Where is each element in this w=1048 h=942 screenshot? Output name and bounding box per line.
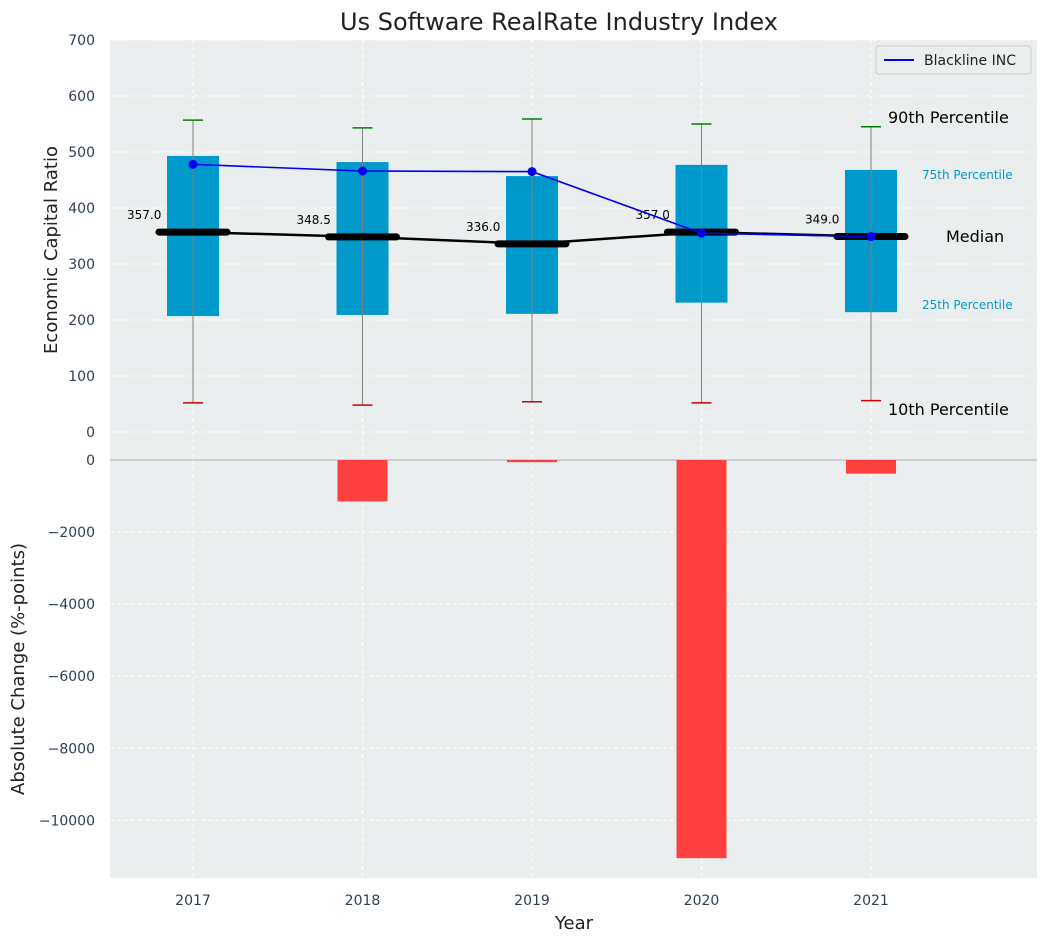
x-axis-label: Year — [554, 913, 594, 934]
change-bar-2018 — [337, 460, 388, 502]
bottom-y-tick-label: −6000 — [48, 669, 95, 685]
top-y-tick-label: 500 — [68, 145, 95, 161]
median-label-2018: 348.5 — [297, 213, 331, 227]
top-y-tick-label: 100 — [68, 369, 95, 385]
annotation-p10: 10th Percentile — [888, 400, 1009, 419]
annotation-p75: 75th Percentile — [922, 168, 1013, 182]
median-label-2019: 336.0 — [466, 220, 500, 234]
chart-title: Us Software RealRate Industry Index — [340, 8, 778, 36]
x-ticks: 2017 2018 2019 2020 2021 — [175, 893, 889, 909]
bottom-grid — [110, 460, 1037, 878]
top-plot-area — [110, 40, 1037, 460]
top-y-tick-label: 600 — [68, 89, 95, 105]
x-tick-label-2019: 2019 — [514, 893, 550, 909]
x-tick-label-2017: 2017 — [175, 893, 211, 909]
company-line-layer — [188, 159, 876, 242]
company-point-2019 — [527, 167, 537, 177]
top-y-tick-label: 200 — [68, 313, 95, 329]
percentile-annotations: 90th Percentile 75th Percentile Median 2… — [888, 108, 1013, 419]
top-y-axis-label: Economic Capital Ratio — [41, 146, 62, 354]
top-y-ticks: 0 100 200 300 400 500 600 700 — [68, 33, 95, 441]
company-point-2020 — [697, 228, 706, 238]
top-y-tick-label: 0 — [86, 425, 95, 441]
change-bar-2020 — [676, 460, 727, 859]
bottom-y-tick-label: 0 — [86, 453, 95, 469]
change-bars — [337, 460, 896, 859]
company-point-2021 — [866, 232, 876, 242]
median-label-2021: 349.0 — [805, 213, 839, 227]
top-y-tick-label: 300 — [68, 257, 95, 273]
annotation-p90: 90th Percentile — [888, 108, 1009, 127]
bottom-y-ticks: 0 −2000 −4000 −6000 −8000 −10000 — [39, 453, 95, 829]
company-point-2018 — [358, 166, 367, 176]
legend-box — [875, 45, 1032, 75]
x-tick-label-2021: 2021 — [853, 893, 889, 909]
bottom-y-tick-label: −2000 — [48, 525, 95, 541]
annotation-median: Median — [946, 227, 1004, 246]
bottom-y-tick-label: −4000 — [48, 597, 95, 613]
legend-label-blackline: Blackline INC — [924, 53, 1016, 69]
change-bar-2021 — [846, 460, 896, 474]
change-bar-2019 — [507, 460, 557, 463]
annotation-p25: 25th Percentile — [922, 298, 1013, 312]
bottom-y-axis-label: Absolute Change (%-points) — [8, 543, 29, 795]
bottom-y-tick-label: −10000 — [39, 813, 95, 829]
x-tick-label-2018: 2018 — [345, 893, 381, 909]
median-label-2017: 357.0 — [127, 208, 161, 222]
bottom-plot-area — [110, 460, 1037, 878]
top-y-tick-label: 700 — [68, 33, 95, 49]
legend: Blackline INC — [875, 45, 1032, 75]
bottom-y-tick-label: −8000 — [48, 741, 95, 757]
x-tick-label-2020: 2020 — [684, 893, 720, 909]
top-y-tick-label: 400 — [68, 201, 95, 217]
company-point-2017 — [188, 159, 198, 169]
